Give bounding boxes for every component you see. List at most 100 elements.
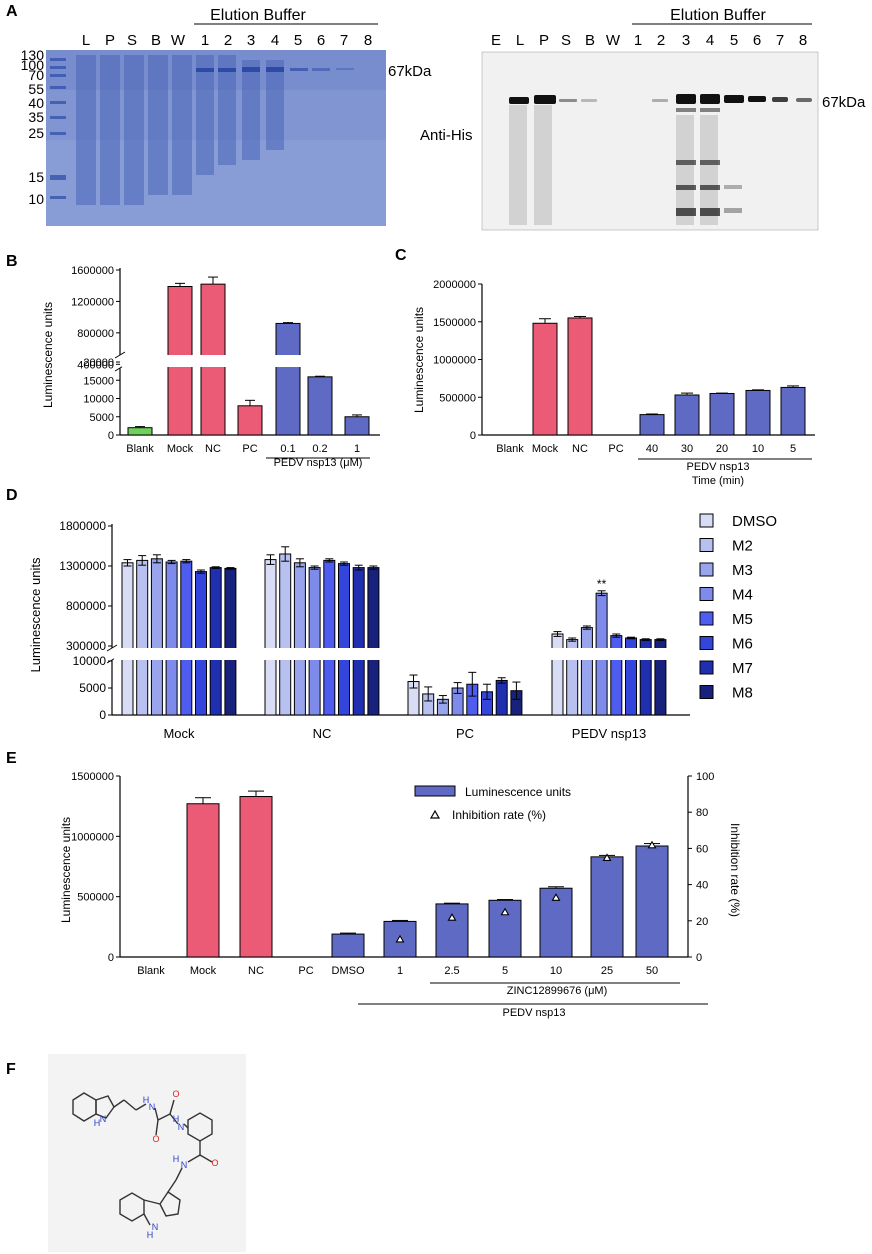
panel-e-letter: E (6, 750, 17, 767)
gel-lane-label: 3 (247, 32, 255, 49)
gel-lane-label: W (171, 32, 186, 49)
x-tick-label: 40 (646, 443, 658, 455)
legend-swatch (699, 562, 714, 577)
x-tick-label: 25 (601, 965, 613, 977)
axis-break-mark (106, 644, 118, 652)
bar (264, 559, 277, 716)
y-tick-label: 500000 (77, 892, 114, 904)
bar (610, 635, 623, 716)
bar (639, 414, 665, 436)
bar (435, 903, 469, 958)
legend-label: DMSO (732, 513, 777, 530)
y-tick-label: 1000000 (71, 831, 114, 843)
marker-label: 40 (28, 95, 44, 111)
wb-lane-label: B (585, 32, 595, 49)
bar (224, 567, 237, 716)
x-tick-label: 10 (550, 965, 562, 977)
bar (308, 567, 321, 716)
y-tick-label: 400000 (77, 359, 114, 371)
y-tick-label: 1500000 (433, 317, 476, 329)
bar (239, 796, 273, 958)
atom-n: N (100, 1114, 107, 1124)
atom-n: N (181, 1160, 188, 1170)
y-tick-label: 800000 (77, 328, 114, 340)
atom-h: H (173, 1154, 180, 1164)
x-tick-label: PC (298, 965, 313, 977)
y-tick-label: 0 (470, 430, 476, 442)
panel-d-ylabel: Luminescence units (28, 557, 43, 672)
legend-label: M5 (732, 611, 753, 628)
y-tick-label: 0 (108, 430, 114, 442)
bar (136, 559, 149, 716)
legend-label: M8 (732, 685, 753, 702)
panel-d-letter: D (6, 487, 18, 504)
x-tick-label: Mock (190, 965, 217, 977)
x-tick-label: 0.1 (280, 443, 295, 455)
wb-lane-label: 7 (776, 32, 784, 49)
elution-buffer-label: Elution Buffer (210, 7, 306, 24)
x-tick-label: Blank (496, 443, 524, 455)
panel-c-group-label: PEDV nsp13 (687, 461, 750, 473)
bar (745, 389, 771, 436)
bar (150, 558, 163, 716)
y-tick-label: 10000 (83, 394, 114, 406)
axis-break-mark (114, 351, 126, 359)
panel-c-letter: C (395, 247, 407, 264)
wb-lane-label: 5 (730, 32, 738, 49)
bar (780, 386, 806, 436)
panel-c: C Luminescence units 0 500000 1000000 15000… (395, 247, 815, 487)
bar (367, 567, 380, 716)
legend-label: M2 (732, 538, 753, 555)
x-tick-label: NC (205, 443, 221, 455)
wb-lane-label: L (516, 32, 524, 49)
marker-label: 70 (28, 67, 44, 83)
y-tick-label: 1000000 (433, 355, 476, 367)
legend-swatch (699, 611, 714, 626)
y2-tick-label: 80 (696, 807, 708, 819)
inhibition-marker (551, 893, 561, 901)
coomassie-gel: L P S B W 1 2 3 4 5 6 7 8 Elution Buffer… (21, 7, 432, 226)
anti-his-label: Anti-His (420, 127, 473, 144)
gel-lane-label: 8 (364, 32, 372, 49)
legend-swatch (699, 685, 714, 699)
gel-lane-label: 1 (201, 32, 209, 49)
y-tick-label: 1800000 (59, 519, 106, 533)
y-tick-label: 500000 (439, 392, 476, 404)
x-tick-label: 10 (752, 443, 764, 455)
y-tick-label: 5000 (79, 681, 106, 695)
x-tick-label: NC (572, 443, 588, 455)
gel-lane-label: 6 (317, 32, 325, 49)
inhibition-marker (395, 934, 405, 943)
bar (293, 562, 306, 716)
bar (338, 563, 350, 716)
legend-marker-inhibition (429, 809, 441, 819)
atom-n: N (152, 1222, 159, 1232)
panel-f: F H (6, 1054, 246, 1252)
panel-b-letter: B (6, 253, 18, 270)
legend-swatch (699, 513, 714, 528)
y-tick-label: 0 (99, 708, 106, 722)
x-tick-label: NC (248, 965, 264, 977)
atom-n: N (178, 1122, 185, 1132)
inhibition-marker (447, 913, 457, 921)
wb-lane-label: E (491, 32, 501, 49)
wb-lane-label: 3 (682, 32, 690, 49)
panel-e-group-label: ZINC12899676 (μM) (507, 985, 608, 997)
y-tick-label: 800000 (66, 599, 106, 613)
bar (551, 633, 564, 716)
gel-lane-label: P (105, 32, 115, 49)
bar (532, 322, 558, 436)
panel-e: E Luminescence units Inhibition rate (%)… (6, 750, 742, 1019)
wb-lane-label: 1 (634, 32, 642, 49)
bar (121, 562, 134, 716)
legend-swatch (699, 587, 714, 601)
bar (635, 845, 669, 958)
panel-c-ylabel: Luminescence units (412, 307, 426, 413)
bar (275, 322, 301, 436)
x-tick-label: 5 (790, 443, 796, 455)
wb-lane-label: 4 (706, 32, 714, 49)
y-tick-label: 1600000 (71, 265, 114, 277)
x-tick-label: PC (456, 726, 474, 741)
